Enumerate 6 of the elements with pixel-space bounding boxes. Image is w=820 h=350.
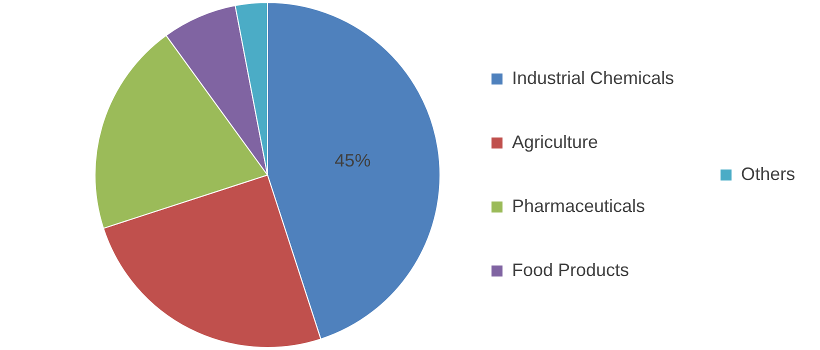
data-label: 45% [334,150,371,170]
legend-label: Others [741,164,796,184]
legend-label: Agriculture [512,132,598,152]
legend-label: Pharmaceuticals [512,196,646,216]
legend-label: Industrial Chemicals [512,68,674,88]
legend-label: Food Products [512,260,630,280]
